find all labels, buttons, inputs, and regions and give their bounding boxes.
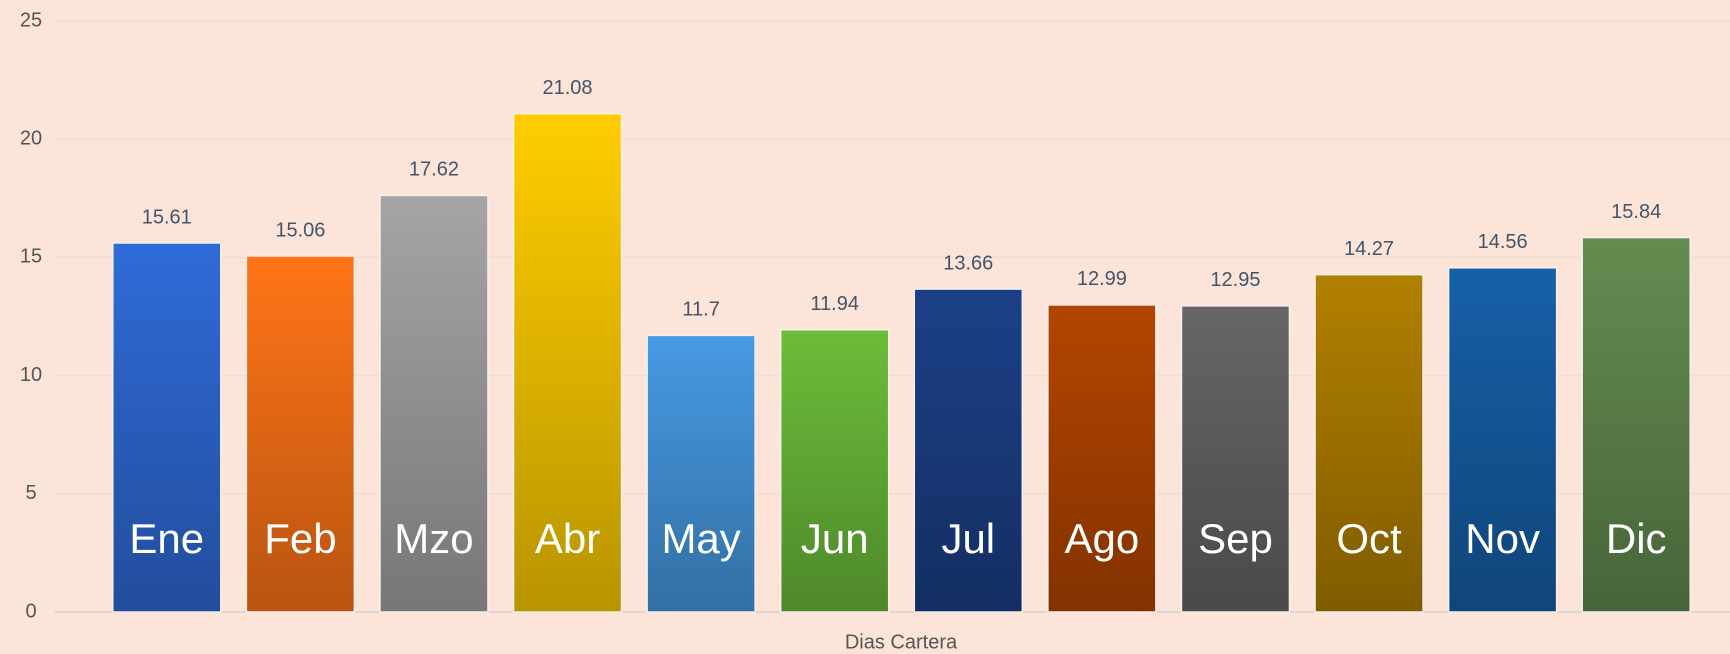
y-tick-label: 0 [25, 600, 36, 622]
bar [112, 242, 222, 613]
category-label: Sep [1198, 515, 1273, 562]
bar [512, 112, 623, 613]
y-tick-label: 10 [20, 364, 42, 386]
y-tick-label: 5 [25, 482, 36, 504]
bar [1581, 236, 1691, 613]
data-label: 11.94 [810, 293, 859, 315]
data-label: 14.27 [1344, 238, 1394, 260]
category-label: Mzo [394, 515, 473, 562]
category-label: Ago [1065, 515, 1140, 562]
data-label: 21.08 [543, 77, 593, 99]
category-label: Jul [941, 515, 995, 562]
category-label: Oct [1336, 515, 1402, 562]
bar [379, 194, 489, 613]
data-label: 11.7 [682, 299, 719, 321]
bar [245, 255, 356, 613]
bar [779, 328, 890, 613]
bar [646, 334, 756, 613]
bar [1314, 273, 1424, 613]
data-label: 14.56 [1478, 231, 1528, 253]
data-label: 12.95 [1210, 269, 1260, 291]
bar [1047, 304, 1157, 613]
y-tick-label: 25 [20, 9, 42, 31]
data-label: 15.06 [275, 219, 325, 241]
category-label: Feb [264, 515, 336, 562]
bar [1447, 267, 1558, 613]
data-label: 13.66 [943, 252, 993, 274]
category-label: Jun [801, 515, 869, 562]
category-label: Abr [535, 515, 600, 562]
y-tick-label: 15 [20, 246, 42, 268]
category-label: Ene [129, 515, 204, 562]
category-label: Dic [1606, 515, 1667, 562]
x-axis-label: Dias Cartera [845, 631, 958, 653]
bar [913, 288, 1024, 613]
category-label: Nov [1465, 515, 1540, 562]
data-label: 15.84 [1611, 201, 1661, 223]
bar [1180, 305, 1291, 613]
y-tick-label: 20 [20, 127, 42, 149]
category-label: May [661, 515, 740, 562]
data-label: 12.99 [1077, 268, 1127, 290]
data-label: 17.62 [409, 159, 459, 181]
data-label: 15.61 [142, 206, 192, 228]
